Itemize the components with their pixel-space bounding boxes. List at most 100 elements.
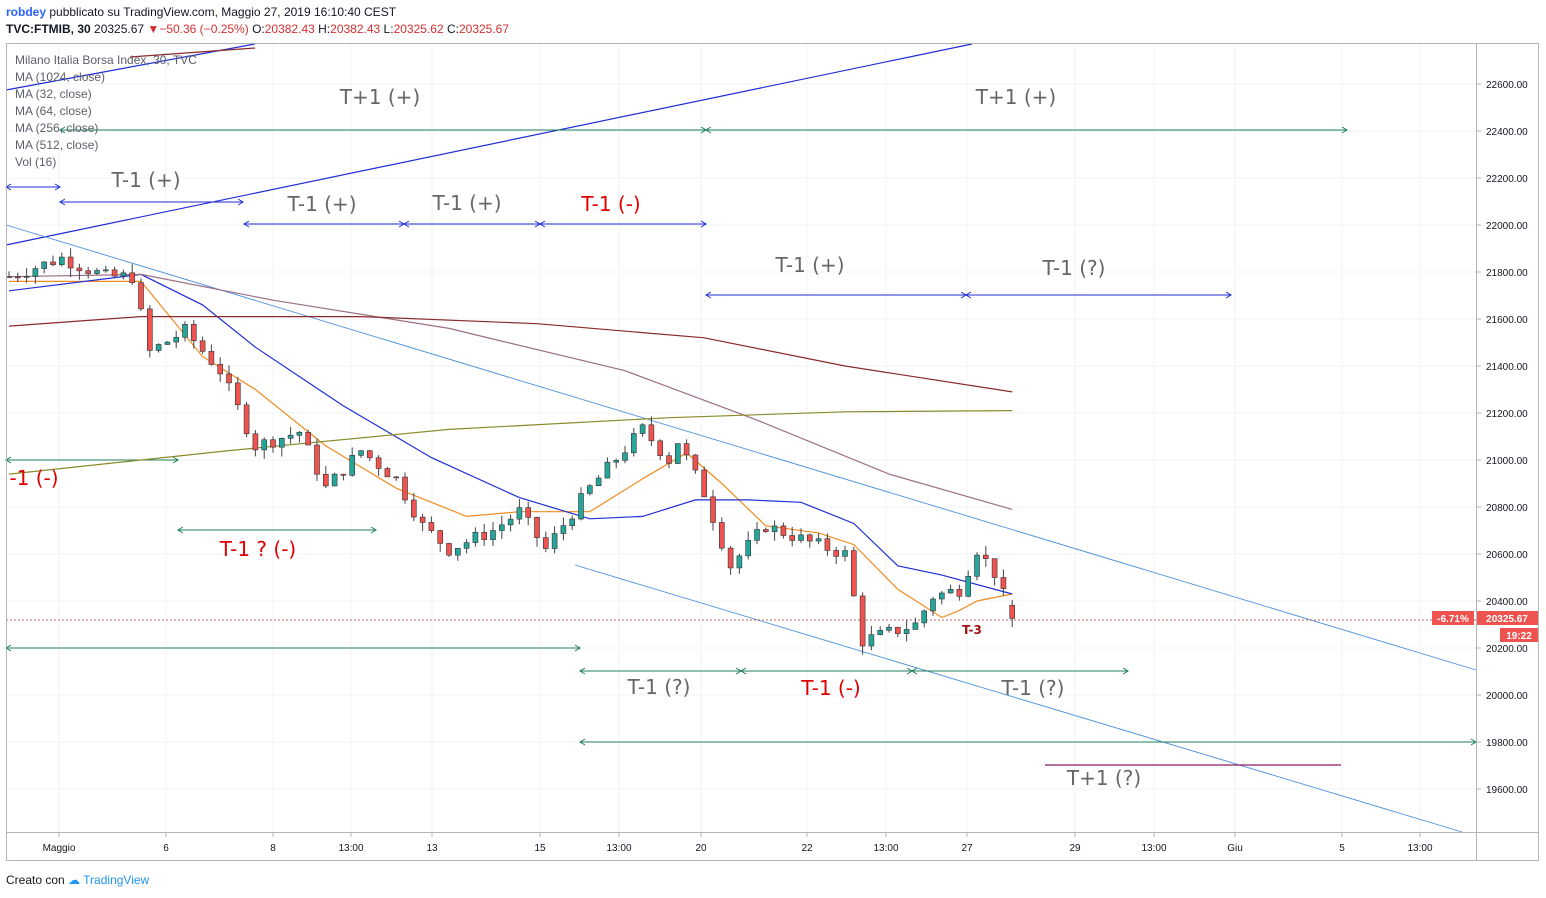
arrow-head xyxy=(54,183,61,191)
y-tick-label: 20800.00 xyxy=(1486,503,1528,514)
y-tick-label: 20600.00 xyxy=(1486,550,1528,561)
candle-body xyxy=(208,351,215,365)
candle-body xyxy=(384,468,391,478)
indicator-legend-ma256[interactable]: MA (256, close) xyxy=(15,121,99,135)
candle-body xyxy=(683,443,690,456)
tradingview-logo-icon[interactable]: ☁ xyxy=(68,873,81,887)
trendline xyxy=(129,47,256,58)
indicator-legend-ma1024[interactable]: MA (1024, close) xyxy=(15,70,106,84)
y-tick-label: 21400.00 xyxy=(1486,362,1528,373)
candle-body xyxy=(534,517,540,538)
candle-body xyxy=(243,404,250,435)
candle-body xyxy=(982,554,989,559)
candle-body xyxy=(965,575,972,597)
x-tick-label: 13:00 xyxy=(606,843,631,854)
moving-average-line xyxy=(8,316,1013,393)
annotation-label: T-1 (?) xyxy=(1042,256,1106,280)
candle-body xyxy=(780,525,787,536)
candle-body xyxy=(991,558,998,578)
close-label: C: xyxy=(446,22,459,36)
candle-body xyxy=(868,634,875,647)
candle-body xyxy=(111,269,118,277)
candle-body xyxy=(322,473,329,487)
x-tick-label: 6 xyxy=(163,843,169,854)
candle-body xyxy=(226,373,232,384)
x-tick-label: Giu xyxy=(1227,843,1243,854)
candle-body xyxy=(138,282,144,310)
arrow-head xyxy=(705,126,712,134)
candle-body xyxy=(472,531,479,543)
arrow-head xyxy=(700,220,707,228)
candle-body xyxy=(296,431,303,436)
tradingview-brand[interactable]: TradingView xyxy=(83,873,150,887)
indicator-legend-ma64[interactable]: MA (64, close) xyxy=(15,104,92,118)
candle-body xyxy=(824,538,831,551)
candle-body xyxy=(516,507,523,520)
candle-body xyxy=(155,344,162,351)
high-label: H: xyxy=(318,22,331,36)
price-change: −50.36 (−0.25%) xyxy=(159,22,249,36)
candle-body xyxy=(498,524,505,531)
arrow-head xyxy=(403,220,410,228)
candle-body xyxy=(815,538,822,542)
candle-body xyxy=(366,450,373,459)
candle-body xyxy=(305,431,312,446)
candle-body xyxy=(806,534,813,542)
arrow-head xyxy=(177,526,184,534)
candle-body xyxy=(912,622,919,630)
annotation-label: T-1 (-) xyxy=(580,192,641,216)
candle-body xyxy=(877,630,884,635)
candle-body xyxy=(481,531,488,540)
indicator-legend-ma512[interactable]: MA (512, close) xyxy=(15,138,99,152)
indicator-legend-symbol[interactable]: Milano Italia Borsa Index, 30, TVC xyxy=(15,53,197,67)
candle-body xyxy=(701,469,708,498)
candle-body xyxy=(358,450,364,456)
candle-body xyxy=(15,276,21,279)
author-name[interactable]: robdey xyxy=(6,5,47,19)
y-tick-label: 22400.00 xyxy=(1486,127,1528,138)
candle-body xyxy=(402,476,408,501)
y-tick-label: 21000.00 xyxy=(1486,456,1528,467)
candle-body xyxy=(648,424,655,442)
candle-body xyxy=(419,516,426,523)
candle-body xyxy=(437,530,444,544)
annotation-label: T-1 (?) xyxy=(627,675,691,699)
candle-body xyxy=(375,457,382,469)
candle-body xyxy=(622,452,628,461)
high-value: 20382.43 xyxy=(330,22,381,36)
arrow-head xyxy=(1341,126,1348,134)
annotation-label: T-1 (+) xyxy=(286,192,356,216)
candle-body xyxy=(560,525,567,534)
y-tick-label: 20400.00 xyxy=(1486,597,1528,608)
candle-body xyxy=(639,424,646,434)
trendline xyxy=(5,43,256,91)
moving-averages xyxy=(8,273,1013,619)
candle-body xyxy=(754,529,760,541)
indicator-legend-vol[interactable]: Vol (16) xyxy=(15,155,57,169)
trendline xyxy=(5,43,973,246)
candle-body xyxy=(930,598,936,612)
candle-body xyxy=(164,341,171,345)
open-value: 20382.43 xyxy=(264,22,315,36)
price-badge xyxy=(1477,611,1538,625)
candle-body xyxy=(842,550,848,557)
candle-body xyxy=(252,433,259,451)
low-value: 20325.62 xyxy=(393,22,444,36)
candle-body xyxy=(410,499,417,518)
annotation-label: T+1 (+) xyxy=(339,85,420,109)
candle-body xyxy=(32,268,39,277)
candle-body xyxy=(76,267,83,272)
x-tick-label: 13 xyxy=(426,843,438,854)
trendline xyxy=(574,564,1463,833)
arrow-head xyxy=(579,738,586,746)
y-tick-label: 22000.00 xyxy=(1486,221,1528,232)
x-tick-label: 20 xyxy=(695,843,707,854)
candle-body xyxy=(789,535,796,541)
arrow-head xyxy=(1122,667,1129,675)
candle-body xyxy=(1000,577,1007,589)
indicator-legend-ma32[interactable]: MA (32, close) xyxy=(15,87,92,101)
candle-body xyxy=(314,444,320,475)
candle-body xyxy=(393,476,400,479)
arrow-head xyxy=(172,456,179,464)
